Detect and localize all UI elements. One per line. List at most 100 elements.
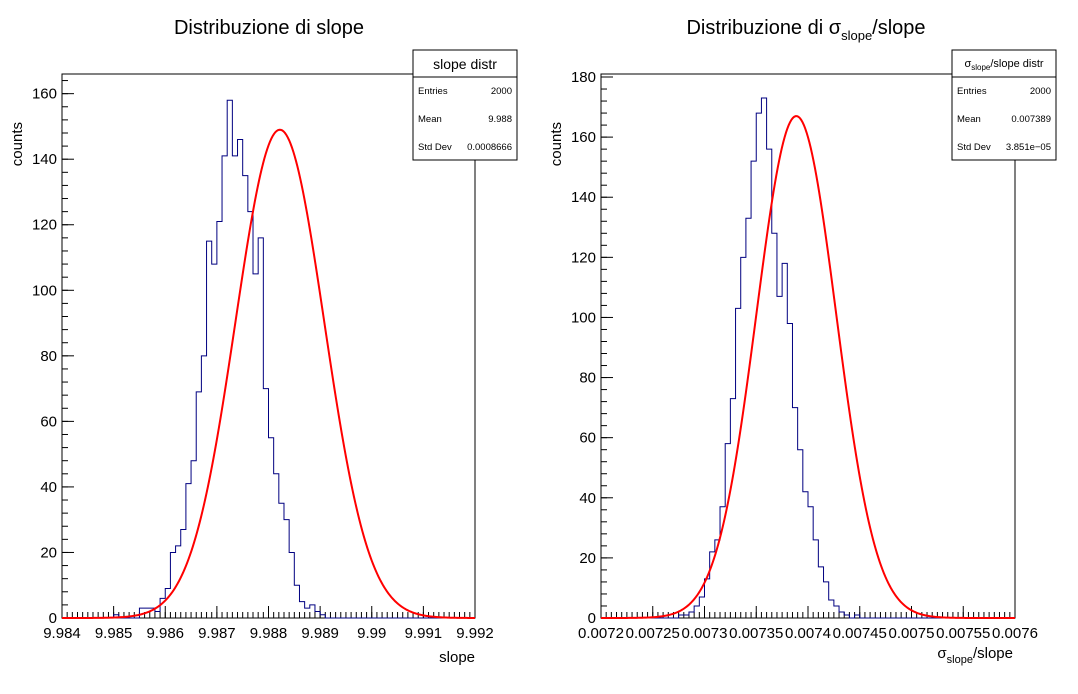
histogram-outline bbox=[62, 99, 475, 619]
histogram-bin bbox=[834, 606, 839, 618]
y-tick-label: 120 bbox=[32, 217, 57, 234]
gaussian-fit-curve bbox=[62, 128, 476, 619]
histogram-bin bbox=[751, 161, 756, 618]
pad-sigma-slope: Distribuzione di σslope/slope 0 20 40 60 80 1… bbox=[548, 17, 1057, 666]
histogram-bin bbox=[238, 140, 243, 618]
histogram-bin bbox=[170, 552, 175, 618]
histogram-bin bbox=[829, 600, 834, 618]
y-tick-label: 20 bbox=[579, 550, 596, 567]
histogram-bin bbox=[186, 484, 191, 618]
histogram-outline bbox=[601, 97, 1015, 619]
x-tick-label: 9.988 bbox=[250, 625, 288, 642]
y-tick-label: 40 bbox=[579, 490, 596, 507]
chart-title: Distribuzione di σslope/slope bbox=[686, 17, 925, 43]
x-axis-label: slope bbox=[439, 649, 475, 666]
stats-value-entries: 2000 bbox=[1030, 86, 1051, 97]
stats-box-title: slope distr bbox=[433, 56, 497, 72]
histogram-bin bbox=[792, 408, 797, 618]
y-tick-label: 0 bbox=[588, 610, 596, 627]
histogram-bin bbox=[736, 308, 741, 618]
x-tick-label: 0.0075 bbox=[889, 625, 935, 642]
histogram-bin bbox=[155, 611, 160, 618]
y-tick-label: 120 bbox=[571, 249, 596, 266]
x-tick-label: 0.0073 bbox=[682, 625, 728, 642]
gaussian-fit-curve bbox=[601, 115, 1015, 619]
pad-slope: Distribuzione di slope 0 20 40 60 80 100 120 14… bbox=[9, 17, 518, 666]
histogram-bin bbox=[248, 212, 253, 618]
stats-label-mean: Mean bbox=[418, 114, 442, 125]
x-axis-label: σslope/slope bbox=[937, 645, 1013, 666]
histogram-bin bbox=[761, 98, 766, 618]
histogram-bin bbox=[798, 450, 803, 618]
x-axis: 9.984 9.985 9.986 9.987 9.988 9.989 9.99 9.991 9… bbox=[43, 606, 494, 642]
histogram-bin bbox=[818, 567, 823, 618]
histogram-bin bbox=[824, 582, 829, 618]
x-tick-label: 0.00745 bbox=[833, 625, 887, 642]
stats-label-mean: Mean bbox=[957, 114, 981, 125]
histogram-bin bbox=[305, 608, 310, 618]
histogram-bin bbox=[730, 399, 735, 618]
x-tick-label: 0.0072 bbox=[578, 625, 624, 642]
histogram-bin bbox=[232, 156, 237, 618]
x-tick-label: 9.987 bbox=[198, 625, 236, 642]
x-tick-label: 0.00735 bbox=[729, 625, 783, 642]
histogram-bin bbox=[741, 257, 746, 618]
histogram-bin bbox=[165, 589, 170, 618]
histogram-bin bbox=[207, 241, 212, 618]
histogram-bin bbox=[725, 444, 730, 618]
stats-label-entries: Entries bbox=[418, 86, 448, 97]
x-axis: 0.0072 0.00725 0.0073 0.00735 0.0074 0.00745 0… bbox=[578, 606, 1038, 642]
y-tick-label: 160 bbox=[32, 86, 57, 103]
chart-title: Distribuzione di slope bbox=[174, 17, 364, 39]
histogram-bin bbox=[839, 612, 844, 618]
stats-box-frame bbox=[412, 49, 518, 161]
stats-value-mean: 9.988 bbox=[488, 114, 512, 125]
y-tick-label: 60 bbox=[579, 430, 596, 447]
x-tick-label: 9.99 bbox=[357, 625, 386, 642]
histogram-bin bbox=[310, 605, 315, 618]
histogram-bin bbox=[274, 474, 279, 618]
stats-value-entries: 2000 bbox=[491, 86, 512, 97]
histogram-bin bbox=[284, 520, 289, 618]
stats-box-title: σslope/slope distr bbox=[964, 58, 1043, 72]
histogram-bin bbox=[269, 438, 274, 618]
y-tick-label: 60 bbox=[40, 413, 57, 430]
histogram-bin bbox=[699, 597, 704, 618]
histogram-bin bbox=[777, 296, 782, 618]
y-tick-label: 80 bbox=[40, 348, 57, 365]
stats-box-frame bbox=[951, 49, 1057, 161]
histogram bbox=[62, 99, 475, 619]
histogram-bin bbox=[315, 611, 320, 618]
stats-label-stddev: Std Dev bbox=[957, 142, 991, 153]
histogram-bin bbox=[808, 507, 813, 618]
x-tick-label: 0.00755 bbox=[936, 625, 990, 642]
histogram-bin bbox=[201, 356, 206, 618]
histogram-bin bbox=[705, 579, 710, 618]
y-axis: 0 20 40 60 80 100 120 140 160 bbox=[32, 80, 74, 627]
x-tick-label: 9.991 bbox=[405, 625, 443, 642]
x-tick-label: 9.985 bbox=[95, 625, 133, 642]
histogram-bin bbox=[787, 323, 792, 618]
y-tick-label: 0 bbox=[49, 610, 57, 627]
stats-box: σslope/slope distr Entries 2000 Mean 0.0… bbox=[951, 49, 1057, 161]
stats-value-stddev: 3.851e−05 bbox=[1006, 142, 1051, 153]
x-tick-label: 9.986 bbox=[146, 625, 184, 642]
y-tick-label: 180 bbox=[571, 69, 596, 86]
y-axis-label: counts bbox=[548, 122, 565, 166]
histogram-bin bbox=[299, 602, 304, 618]
stats-label-entries: Entries bbox=[957, 86, 987, 97]
histogram-bin bbox=[782, 263, 787, 618]
histogram-bin bbox=[253, 274, 258, 618]
y-tick-label: 140 bbox=[571, 189, 596, 206]
histogram-bin bbox=[694, 606, 699, 618]
x-tick-label: 0.00725 bbox=[626, 625, 680, 642]
y-tick-label: 40 bbox=[40, 479, 57, 496]
histogram-bin bbox=[294, 585, 299, 618]
stats-value-mean: 0.007389 bbox=[1011, 114, 1051, 125]
y-tick-label: 80 bbox=[579, 370, 596, 387]
histogram bbox=[601, 97, 1015, 619]
x-tick-label: 9.984 bbox=[43, 625, 81, 642]
histogram-bin bbox=[258, 238, 263, 618]
histogram-bin bbox=[746, 218, 751, 618]
